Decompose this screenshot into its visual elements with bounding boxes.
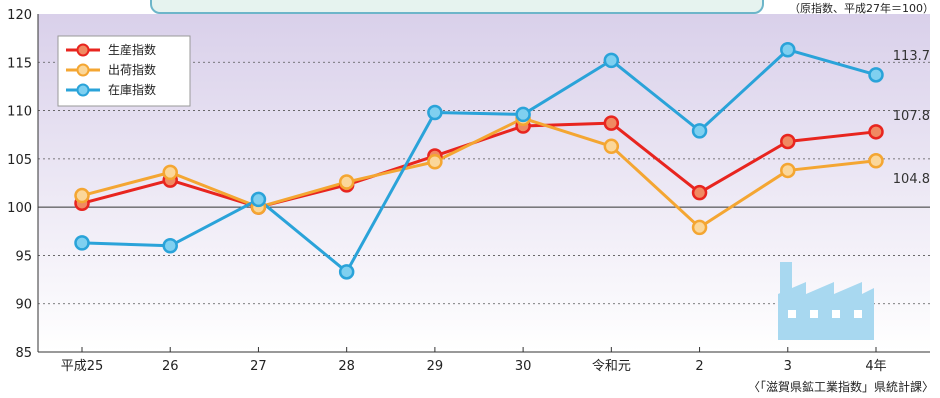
data-point: [868, 67, 884, 83]
data-point: [780, 41, 796, 58]
x-tick-label: 27: [250, 359, 267, 374]
x-tick-label: 2: [695, 359, 703, 374]
factory-chimney: [780, 262, 792, 296]
y-tick-label: 105: [7, 153, 32, 168]
grid: [38, 61, 930, 305]
y-tick-label: 85: [15, 346, 32, 361]
data-point: [780, 133, 796, 150]
legend-swatch-marker: [76, 83, 90, 97]
legend-swatch-marker: [76, 43, 90, 57]
data-point: [250, 191, 267, 208]
x-tick-label: 28: [338, 359, 355, 374]
factory-window: [788, 310, 796, 318]
data-point: [338, 174, 355, 190]
end-value-label: 113.7: [893, 49, 930, 64]
chart-title-frame: [150, 0, 764, 14]
data-point: [427, 104, 443, 121]
end-value-label: 104.8: [893, 172, 930, 187]
end-value-label: 107.8: [893, 109, 930, 124]
x-tick-label: 令和元: [592, 359, 631, 374]
x-tick-label: 4年: [865, 359, 886, 374]
y-tick-label: 100: [7, 201, 32, 216]
data-point: [427, 154, 443, 170]
source-note: 〈「滋賀県鉱工業指数」県統計課〉: [747, 380, 934, 394]
data-point: [162, 164, 178, 181]
data-point: [780, 162, 796, 179]
data-point: [868, 153, 884, 169]
x-tick-label: 3: [784, 359, 792, 374]
factory-window: [832, 310, 840, 318]
data-point: [603, 138, 620, 155]
factory-body: [778, 282, 874, 340]
unit-note: （原指数、平成27年＝100）: [789, 2, 934, 15]
data-point: [74, 187, 90, 204]
legend-label: 在庫指数: [108, 82, 156, 97]
data-point: [603, 115, 620, 131]
y-tick-label: 95: [15, 249, 32, 264]
x-tick-label: 29: [427, 359, 444, 374]
data-labels: 113.7 107.8 104.8: [893, 49, 930, 187]
data-point: [162, 238, 178, 254]
legend-label: 出荷指数: [108, 62, 156, 77]
axes: 85 90 95 100 105 110 115 120 平成25 26 27 28 29 30 令和元 2 3…: [7, 8, 930, 374]
y-tick-label: 110: [7, 105, 32, 120]
data-point: [338, 264, 355, 280]
data-point: [74, 235, 90, 251]
factory-icon: [778, 262, 874, 340]
legend-swatch-marker: [76, 63, 90, 77]
series-layer: [74, 41, 884, 280]
x-tick-label: 26: [162, 359, 179, 374]
y-tick-label: 90: [15, 298, 32, 313]
data-point: [691, 219, 708, 236]
data-point: [603, 52, 620, 69]
factory-window: [810, 310, 818, 318]
x-tick-label: 平成25: [61, 359, 104, 374]
data-point: [691, 123, 708, 139]
y-tick-label: 120: [7, 8, 32, 23]
x-tick-label: 30: [515, 359, 532, 374]
data-point: [515, 106, 531, 123]
data-point: [691, 184, 708, 201]
series-line: [81, 48, 877, 274]
data-point: [868, 124, 884, 140]
legend-label: 生産指数: [108, 42, 156, 57]
y-tick-label: 115: [7, 56, 32, 71]
factory-window: [854, 310, 862, 318]
series-line: [81, 116, 877, 229]
